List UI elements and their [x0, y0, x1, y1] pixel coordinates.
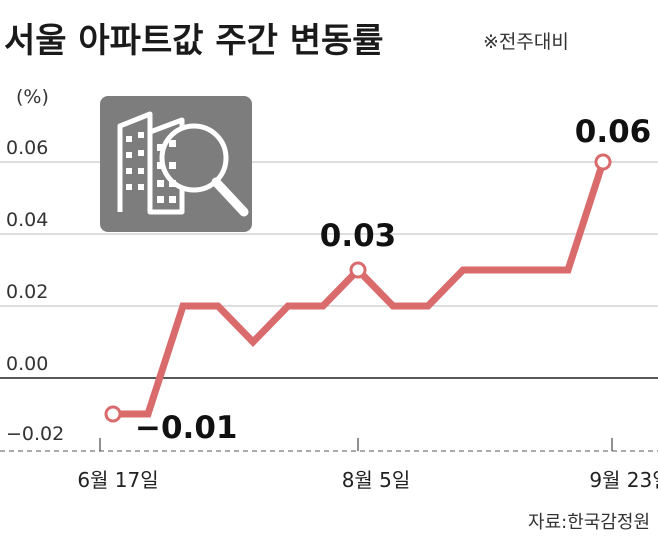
y-tick-label: 0.00: [6, 353, 48, 375]
y-tick-label: 0.06: [6, 137, 48, 159]
y-tick-label: 0.04: [6, 209, 48, 231]
x-tick-label: 9월 23일: [589, 468, 658, 492]
y-tick-label: 0.02: [6, 281, 48, 303]
x-axis-ticks: 6월 17일 8월 5일 9월 23일: [77, 438, 658, 492]
data-point-marker: [104, 405, 122, 423]
chart-title: 서울 아파트값 주간 변동률: [4, 21, 384, 61]
x-tick-label: 6월 17일: [77, 468, 158, 492]
y-axis-unit: (%): [16, 86, 49, 108]
apartment-magnifier-icon: [100, 96, 252, 232]
data-label: −0.01: [135, 410, 237, 446]
y-tick-label: −0.02: [6, 423, 64, 445]
grid-lines: [0, 161, 658, 379]
data-label: 0.03: [320, 218, 397, 254]
data-label: 0.06: [575, 114, 652, 150]
x-tick-label: 8월 5일: [342, 468, 411, 492]
source-note: 자료:한국감정원: [528, 512, 650, 533]
chart-subtitle: ※전주대비: [483, 31, 569, 53]
data-point-marker: [349, 261, 367, 279]
y-axis-ticks: 0.06 0.04 0.02 0.00 −0.02: [6, 137, 64, 445]
series-line-group: [104, 153, 612, 423]
data-label-group: −0.01 0.03 0.06: [135, 114, 651, 446]
data-point-marker: [594, 153, 612, 171]
